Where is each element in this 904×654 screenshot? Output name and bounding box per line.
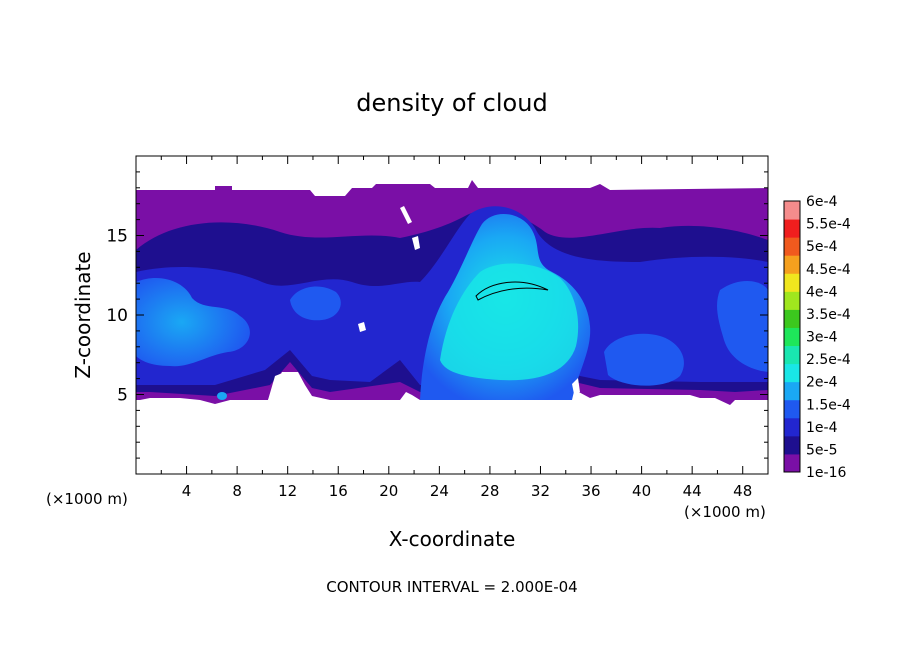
x-tick-label: 36	[581, 482, 600, 500]
y-tick-label: 15	[106, 227, 128, 247]
colorbar-label: 2.5e-4	[806, 352, 851, 368]
x-tick-label: 24	[430, 482, 449, 500]
chart-title: density of cloud	[356, 89, 547, 117]
colorbar-label: 5.5e-4	[806, 217, 851, 233]
x-tick-label: 16	[329, 482, 348, 500]
colorbar-swatch	[784, 255, 800, 274]
colorbar-swatch	[784, 291, 800, 310]
colorbar-swatch	[784, 273, 800, 292]
contour-line	[475, 281, 549, 301]
x-tick-label: 12	[278, 482, 297, 500]
y-tick-label: 10	[106, 306, 128, 326]
x-unit-right: (×1000 m)	[684, 503, 766, 521]
colorbar-swatch	[784, 201, 800, 220]
x-tick-label: 32	[531, 482, 550, 500]
colorbar-label: 1e-4	[806, 420, 838, 436]
colorbar-swatch	[784, 453, 800, 473]
colorbar-swatch	[784, 327, 800, 347]
x-tick-label: 20	[379, 482, 398, 500]
colorbar-swatch	[784, 309, 800, 328]
x-tick-label: 8	[232, 482, 242, 500]
y-axis: 5 10 15	[106, 171, 768, 459]
x-axis-label: X-coordinate	[389, 527, 516, 551]
x-tick-label: 44	[683, 482, 702, 500]
colorbar-swatch	[784, 345, 800, 365]
x-tick-label: 48	[733, 482, 752, 500]
colorbar-label: 5e-5	[806, 442, 837, 458]
colorbar-label: 3.5e-4	[806, 307, 851, 323]
plot-area	[136, 156, 768, 474]
field-region-right-cloud	[604, 333, 684, 386]
field-region-right-cloud-2	[717, 280, 768, 372]
x-tick-label: 40	[632, 482, 651, 500]
colorbar-label: 6e-4	[806, 194, 838, 210]
y-axis-label: Z-coordinate	[71, 251, 95, 378]
colorbar-label: 1.5e-4	[806, 397, 851, 413]
small-blob	[217, 392, 227, 400]
colorbar-swatch	[784, 417, 800, 437]
x-axis: 4 8 12 16 20 24 28 32 36 40 44 48	[160, 156, 752, 500]
colorbar-label: 2e-4	[806, 375, 838, 391]
field-region-left-cloud	[136, 277, 250, 367]
colorbar-frame	[783, 200, 801, 473]
colorbar-swatch	[784, 381, 800, 401]
x-tick-label: 4	[182, 482, 192, 500]
y-tick-label: 5	[117, 386, 128, 406]
contour-interval-footer: CONTOUR INTERVAL = 2.000E-04	[326, 578, 577, 596]
colorbar-swatch	[784, 399, 800, 419]
colorbar-swatch	[784, 237, 800, 256]
colorbar-label: 5e-4	[806, 239, 838, 255]
gap-bottom-white	[268, 372, 312, 400]
x-unit-left: (×1000 m)	[46, 490, 128, 508]
x-tick-label: 28	[480, 482, 499, 500]
colorbar-label: 4.5e-4	[806, 262, 851, 278]
colorbar-label: 1e-16	[806, 465, 846, 481]
colorbar-label: 3e-4	[806, 330, 838, 346]
colorbar-label: 4e-4	[806, 284, 838, 300]
colorbar-swatch	[784, 435, 800, 455]
colorbar-swatch	[784, 219, 800, 238]
field-region-left-cloud-2	[290, 286, 341, 321]
colorbar: 1e-16 5e-5 1e-4 1.5e-4 2e-4 2.5e-4 3e-4 3.5e-4 4…	[783, 194, 851, 481]
field-region-central-core	[440, 263, 579, 381]
colorbar-swatch	[784, 363, 800, 383]
